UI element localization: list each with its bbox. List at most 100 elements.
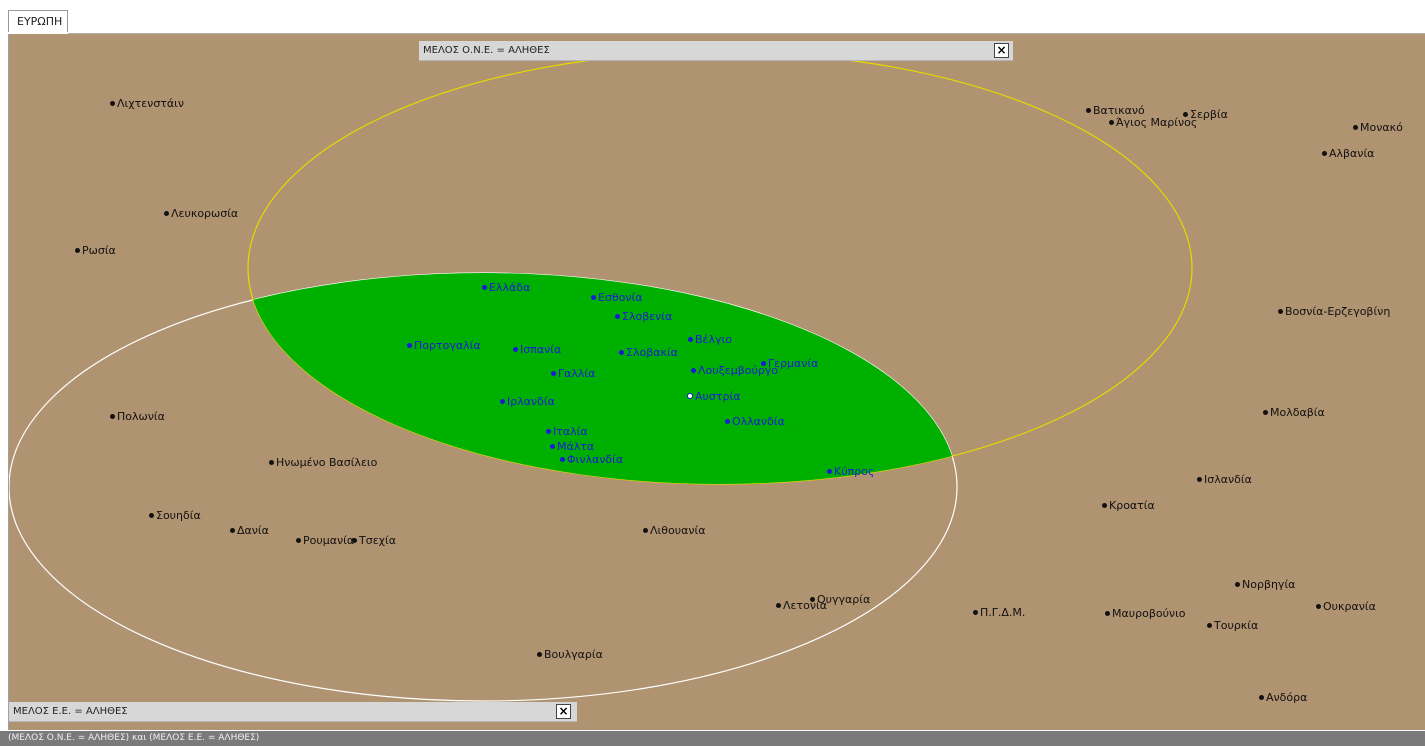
country-label: Λετονία [783, 599, 827, 612]
country-label: Βέλγιο [695, 333, 732, 346]
country-item[interactable]: Ισλανδία [1197, 474, 1252, 486]
country-item[interactable]: Βατικανό [1086, 105, 1145, 117]
country-item[interactable]: Σερβία [1183, 109, 1228, 121]
country-dot-icon [164, 211, 169, 216]
country-item[interactable]: Βέλγιο [688, 334, 732, 346]
tab-bar: ΕΥΡΩΠΗ [0, 0, 1425, 34]
country-item[interactable]: Μολδαβία [1263, 407, 1325, 419]
uno-close-button[interactable]: × [994, 43, 1009, 58]
country-label: Ουκρανία [1323, 600, 1376, 613]
country-dot-icon [482, 285, 487, 290]
country-item[interactable]: Άγιος Μαρίνος [1109, 117, 1197, 129]
country-dot-icon [761, 361, 766, 366]
status-bar: (ΜΕΛΟΣ Ο.Ν.Ε. = ΑΛΗΘΕΣ) και (ΜΕΛΟΣ Ε.Ε. … [0, 731, 1425, 746]
country-label: Ηνωμένο Βασίλειο [276, 456, 378, 469]
country-item[interactable]: Ιταλία [546, 426, 588, 438]
country-item[interactable]: Γερμανία [761, 358, 818, 370]
country-item[interactable]: Βοσνία-Ερζεγοβίνη [1278, 306, 1390, 318]
eu-close-button[interactable]: × [556, 704, 571, 719]
country-item[interactable]: Πορτογαλία [407, 340, 481, 352]
country-item[interactable]: Ρωσία [75, 245, 116, 257]
country-item[interactable]: Μονακό [1353, 122, 1403, 134]
country-dot-icon [230, 528, 235, 533]
country-label: Σλοβακία [626, 346, 678, 359]
country-item[interactable]: Ρουμανία [296, 535, 354, 547]
country-label: Βοσνία-Ερζεγοβίνη [1285, 305, 1391, 318]
country-label: Πορτογαλία [414, 339, 481, 352]
country-item[interactable]: Κροατία [1102, 500, 1155, 512]
country-label: Μάλτα [557, 440, 595, 453]
uno-set-label: ΜΕΛΟΣ Ο.Ν.Ε. = ΑΛΗΘΕΣ [423, 45, 550, 56]
country-label: Λιχτενστάιν [117, 97, 185, 110]
country-label: Γερμανία [768, 357, 819, 370]
country-item[interactable]: Λουξεμβούργο [691, 365, 778, 377]
country-item[interactable]: Λευκορωσία [164, 208, 238, 220]
country-dot-icon [352, 538, 357, 543]
country-item[interactable]: Ιρλανδία [500, 396, 555, 408]
country-item[interactable]: Ανδόρα [1259, 692, 1307, 704]
country-item[interactable]: Τουρκία [1207, 620, 1258, 632]
country-item[interactable]: Δανία [230, 525, 269, 537]
country-label: Ανδόρα [1266, 691, 1308, 704]
country-item[interactable]: Π.Γ.Δ.Μ. [973, 607, 1025, 619]
country-dot-icon [687, 393, 693, 399]
tab-europe[interactable]: ΕΥΡΩΠΗ [8, 10, 68, 32]
country-item[interactable]: Σουηδία [149, 510, 201, 522]
country-dot-icon [1109, 120, 1114, 125]
country-dot-icon [110, 101, 115, 106]
country-dot-icon [500, 399, 505, 404]
country-label: Δανία [237, 524, 269, 537]
country-item[interactable]: Ισπανία [513, 344, 561, 356]
country-dot-icon [551, 371, 556, 376]
country-item[interactable]: Βουλγαρία [537, 649, 603, 661]
country-item[interactable]: Ουκρανία [1316, 601, 1376, 613]
country-label: Τσεχία [359, 534, 396, 547]
country-item[interactable]: Φινλανδία [560, 454, 623, 466]
country-item[interactable]: Αλβανία [1322, 148, 1374, 160]
country-item[interactable]: Γαλλία [551, 368, 595, 380]
close-icon: × [558, 704, 569, 718]
country-item[interactable]: Σλοβενία [615, 311, 672, 323]
country-item[interactable]: Τσεχία [352, 535, 396, 547]
country-item[interactable]: Μάλτα [550, 441, 594, 453]
tab-divider [68, 33, 1425, 34]
country-label: Μολδαβία [1270, 406, 1325, 419]
country-item[interactable]: Πολωνία [110, 411, 165, 423]
country-dot-icon [546, 429, 551, 434]
country-item[interactable]: Νορβηγία [1235, 579, 1295, 591]
country-label: Ισπανία [520, 343, 562, 356]
country-dot-icon [1316, 604, 1321, 609]
venn-canvas: ΜΕΛΟΣ Ο.Ν.Ε. = ΑΛΗΘΕΣ × ΜΕΛΟΣ Ε.Ε. = ΑΛΗ… [8, 34, 1425, 730]
country-item[interactable]: Μαυροβούνιο [1105, 608, 1186, 620]
country-label: Σλοβενία [622, 310, 673, 323]
country-item[interactable]: Λετονία [776, 600, 827, 612]
country-dot-icon [1353, 125, 1358, 130]
country-label: Γαλλία [558, 367, 596, 380]
country-label: Πολωνία [117, 410, 165, 423]
country-dot-icon [776, 603, 781, 608]
country-label: Βουλγαρία [544, 648, 603, 661]
country-dot-icon [615, 314, 620, 319]
eu-set-header: ΜΕΛΟΣ Ε.Ε. = ΑΛΗΘΕΣ × [9, 702, 577, 722]
country-item[interactable]: Λιχτενστάιν [110, 98, 184, 110]
country-item[interactable]: Ολλανδία [725, 416, 785, 428]
country-item[interactable]: Ελλάδα [482, 282, 530, 294]
country-item[interactable]: Σλοβακία [619, 347, 678, 359]
country-dot-icon [1259, 695, 1264, 700]
country-item[interactable]: Αυστρία [687, 391, 740, 403]
country-label: Π.Γ.Δ.Μ. [980, 606, 1026, 619]
country-item[interactable]: Ηνωμένο Βασίλειο [269, 457, 377, 469]
country-label: Μαυροβούνιο [1112, 607, 1186, 620]
country-item[interactable]: Εσθονία [591, 292, 643, 304]
country-dot-icon [149, 513, 154, 518]
country-dot-icon [691, 368, 696, 373]
country-item[interactable]: Λιθουανία [643, 525, 705, 537]
country-dot-icon [643, 528, 648, 533]
country-dot-icon [1105, 611, 1110, 616]
country-dot-icon [688, 337, 693, 342]
country-label: Λευκορωσία [171, 207, 239, 220]
country-item[interactable]: Κύπρος [827, 466, 874, 478]
country-label: Ιταλία [553, 425, 588, 438]
country-dot-icon [296, 538, 301, 543]
country-item[interactable]: Ουγγαρία [810, 594, 870, 606]
